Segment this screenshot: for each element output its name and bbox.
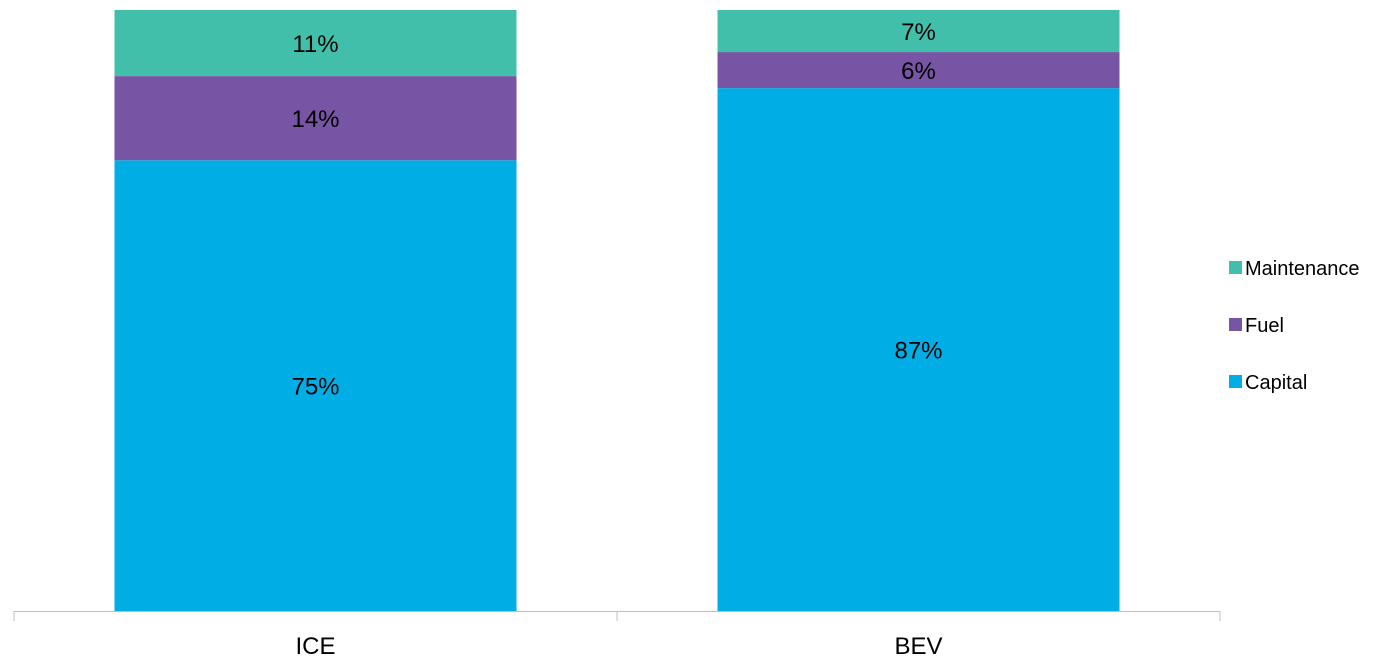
data-label-bev-maintenance: 7% — [901, 19, 936, 46]
data-label-ice-capital: 75% — [291, 374, 339, 401]
data-labels-layer: 75% 14% 11% 87% 6% 7% — [291, 19, 942, 401]
bar-segment-ice-capital — [114, 160, 517, 611]
legend-swatch-fuel — [1229, 318, 1242, 331]
legend-swatch-capital — [1229, 375, 1242, 388]
legend-label-fuel: Fuel — [1245, 315, 1284, 337]
bars-layer — [114, 10, 1120, 611]
x-tick-label-bev: BEV — [894, 633, 942, 660]
data-label-ice-fuel: 14% — [291, 106, 339, 133]
x-tick-label-ice: ICE — [295, 633, 335, 660]
legend-label-maintenance: Maintenance — [1245, 258, 1360, 280]
bar-segment-ice-fuel — [114, 76, 517, 161]
data-label-ice-maintenance: 11% — [292, 31, 338, 58]
bar-segment-bev-maintenance — [717, 10, 1120, 53]
x-axis: ICE BEV — [13, 611, 1221, 660]
bar-segment-bev-fuel — [717, 52, 1120, 89]
legend: Maintenance Fuel Capital — [1229, 258, 1360, 394]
bar-segment-bev-capital — [717, 88, 1120, 611]
legend-swatch-maintenance — [1229, 261, 1242, 274]
legend-label-capital: Capital — [1245, 372, 1307, 394]
bar-segment-ice-maintenance — [114, 10, 517, 77]
data-label-bev-fuel: 6% — [901, 58, 936, 85]
data-label-bev-capital: 87% — [894, 338, 942, 365]
